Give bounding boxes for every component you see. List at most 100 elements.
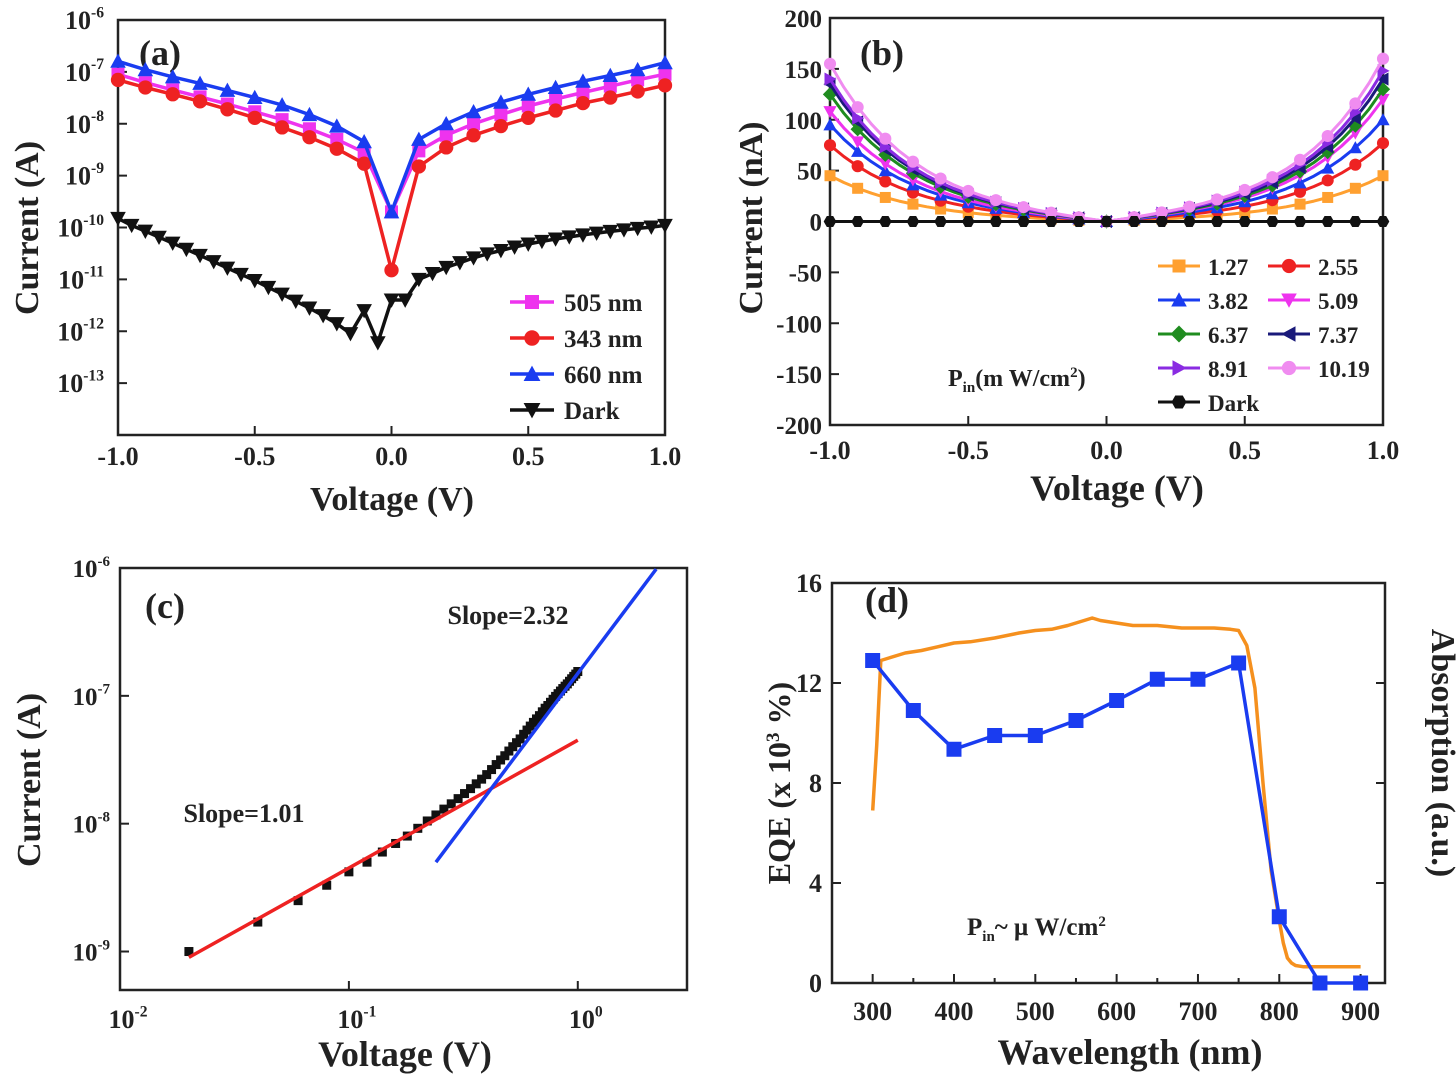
legend-a: 505 nm 343 nm 660 nm Dark xyxy=(510,290,643,425)
data-point-c xyxy=(460,789,470,799)
data-point-b xyxy=(906,216,920,227)
y-tick-label-a-exponent: -11 xyxy=(84,264,104,281)
data-point-a xyxy=(192,94,208,109)
x-tick-label-c-base: 10 xyxy=(109,1005,135,1034)
data-point-b xyxy=(1293,216,1307,227)
data-point-b xyxy=(878,216,892,227)
data-point-b xyxy=(989,216,1003,227)
y-tick-label-a-exponent: -6 xyxy=(91,4,104,21)
data-point-a xyxy=(547,232,564,247)
data-point-b xyxy=(1266,203,1278,215)
legend-marker-a xyxy=(524,330,540,346)
fit-label-c-blue: Slope=2.32 xyxy=(448,601,569,630)
data-point-a xyxy=(274,97,290,112)
annotation-d-sup: 2 xyxy=(1098,914,1106,930)
data-point-b xyxy=(852,111,865,125)
eqe-point-d xyxy=(1353,975,1369,991)
legend-b: 1.27 2.55 3.82 5.09 6.37 7.37 8.91 10.19 Dark Pin… xyxy=(948,255,1370,416)
data-point-a xyxy=(287,294,304,309)
data-point-b xyxy=(823,216,837,227)
data-point-a xyxy=(356,133,372,149)
y-tick-label-a: 10-6 xyxy=(65,4,104,35)
x-axis-label-d: Wavelength (nm) xyxy=(998,1032,1263,1072)
data-point-a xyxy=(575,95,591,111)
data-point-a xyxy=(521,99,535,113)
data-point-a xyxy=(137,61,154,77)
data-point-c xyxy=(487,765,497,775)
legend-title-rest-b: (m W/cm xyxy=(975,366,1070,392)
eqe-point-d xyxy=(946,741,962,757)
data-point-a xyxy=(233,267,249,283)
y-tick-label-a-exponent: -10 xyxy=(83,212,104,229)
y-tick-label-b: -150 xyxy=(776,362,822,389)
legend-marker-b xyxy=(1170,325,1188,343)
data-point-a xyxy=(138,80,153,95)
legend-title-end-b: ) xyxy=(1078,366,1086,392)
data-point-b xyxy=(1294,185,1307,198)
y-tick-label-b: 200 xyxy=(785,6,823,33)
data-point-a xyxy=(629,221,646,237)
eqe-point-d xyxy=(1190,671,1206,687)
y-tick-label-a-exponent: -9 xyxy=(91,160,104,177)
y-axis-label-d-sup: 3 xyxy=(763,732,784,742)
data-point-a xyxy=(110,211,126,227)
y-tick-label-c-base: 10 xyxy=(73,556,98,583)
plot-frame-d xyxy=(830,581,1387,985)
y-tick-label-b: -50 xyxy=(789,260,822,287)
data-point-a xyxy=(439,128,453,142)
data-point-b xyxy=(1321,129,1334,143)
y-tick-label-a: 10-9 xyxy=(65,160,104,191)
x-tick-label-d: 400 xyxy=(934,997,973,1026)
data-point-a xyxy=(465,103,482,119)
eqe-point-d xyxy=(987,728,1003,743)
data-point-c xyxy=(431,810,441,820)
data-point-b xyxy=(1376,216,1390,227)
y-tick-label-d: 0 xyxy=(809,969,822,998)
panel-b: -1.0 -0.5 0.0 0.5 1.0 -200 -150 -100 -50 0 50 100 15… xyxy=(733,6,1399,508)
y-tick-label-b: 100 xyxy=(785,108,823,135)
data-point-a xyxy=(137,224,154,239)
x-tick-label-c: 10-1 xyxy=(337,1003,376,1034)
data-point-b xyxy=(1321,161,1335,174)
data-point-b xyxy=(1266,171,1279,184)
data-point-b xyxy=(1349,97,1362,110)
y-tick-label-c: 10-7 xyxy=(73,682,111,711)
data-point-b xyxy=(934,172,947,185)
annotation-d-rest: ~ μ W/cm xyxy=(995,914,1099,941)
legend-label-b: Dark xyxy=(1208,391,1259,416)
data-point-b xyxy=(1211,193,1224,206)
data-point-b xyxy=(934,216,947,227)
data-point-a xyxy=(424,266,441,282)
y-axis-label-d: EQE (x 103 %) xyxy=(761,682,797,884)
legend-marker-b xyxy=(1172,259,1186,273)
data-point-c xyxy=(515,734,525,744)
data-point-b xyxy=(1377,170,1389,182)
y-tick-label-a: 10-12 xyxy=(57,316,104,347)
x-tick-label-a: -0.5 xyxy=(234,442,275,471)
panel-label-c: (c) xyxy=(145,586,185,626)
y-axis-label-d-end: %) xyxy=(761,682,797,733)
data-point-b xyxy=(1376,113,1390,126)
y-axis-label-b: Current (nA) xyxy=(733,122,770,315)
data-point-a xyxy=(520,86,537,101)
legend-label-b: 8.91 xyxy=(1208,357,1248,382)
legend-label-a: 660 nm xyxy=(564,362,643,389)
data-point-c xyxy=(362,857,372,867)
y-axis-label-a: Current (A) xyxy=(9,141,46,315)
legend-title-b: Pin(m W/cm2) xyxy=(948,365,1086,396)
legend-marker-b xyxy=(1172,360,1187,376)
data-point-a xyxy=(561,230,578,245)
data-point-a xyxy=(466,128,481,143)
legend-marker-b xyxy=(1281,360,1297,376)
data-point-c xyxy=(500,751,510,761)
y-tick-label-c-base: 10 xyxy=(73,940,98,967)
data-point-b xyxy=(851,160,864,173)
x-tick-label-b: -0.5 xyxy=(948,436,989,465)
data-point-a xyxy=(534,234,550,250)
data-point-b xyxy=(852,182,864,194)
data-point-b xyxy=(851,136,865,149)
series-a-0 xyxy=(111,67,672,219)
legend-marker-a xyxy=(523,403,541,419)
legend-marker-b xyxy=(1171,395,1187,409)
